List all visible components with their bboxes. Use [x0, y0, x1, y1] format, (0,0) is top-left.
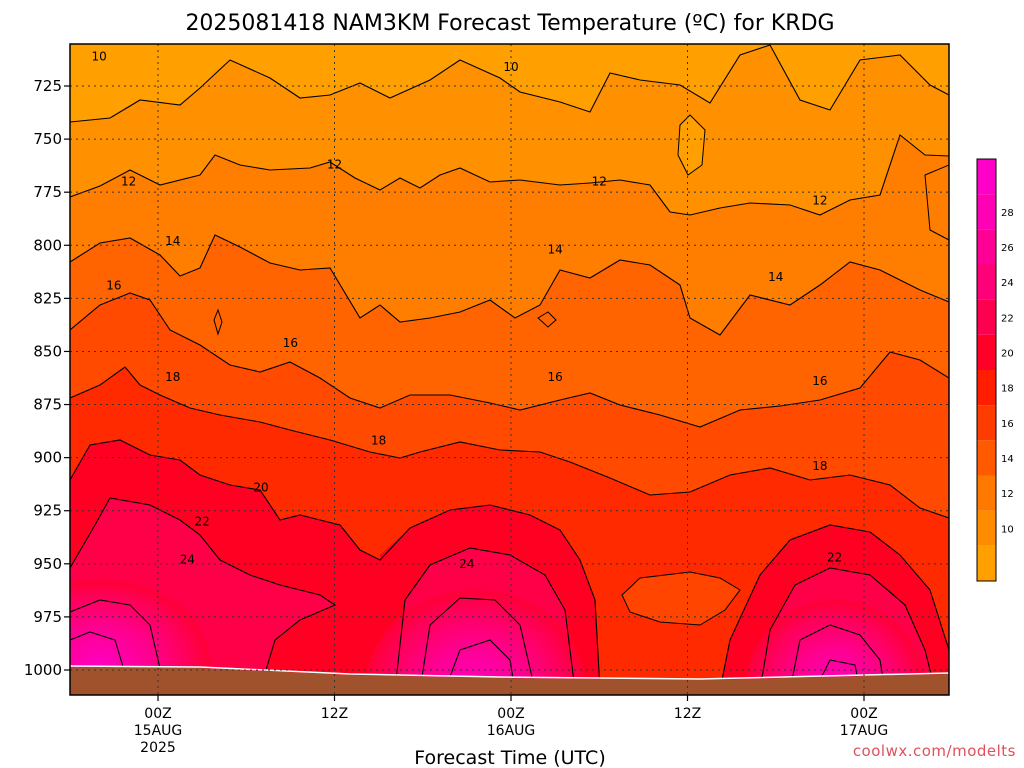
contour-label: 22	[194, 514, 209, 528]
colorbar-swatch	[977, 334, 996, 370]
colorbar-label: 10	[1001, 524, 1014, 535]
colorbar-swatch	[977, 475, 996, 511]
x-tick-date: 16AUG	[487, 723, 536, 739]
ground-edge	[70, 665, 949, 680]
contour-label: 16	[812, 374, 827, 388]
y-tick-label: 800	[33, 236, 62, 254]
colorbar-swatch	[977, 299, 996, 335]
x-tick-date: 17AUG	[840, 723, 889, 739]
plot-area	[70, 44, 949, 695]
colorbar-label: 14	[1001, 454, 1014, 465]
contour-label: 10	[503, 60, 518, 74]
y-tick-label: 1000	[24, 661, 62, 679]
y-tick-label: 725	[33, 77, 62, 95]
x-tick-label: 12Z	[321, 706, 348, 722]
contour-label: 12	[812, 194, 827, 208]
contour-label: 24	[459, 557, 474, 571]
y-tick-label: 925	[33, 502, 62, 520]
y-tick-label: 900	[33, 449, 62, 467]
colorbar-label: 26	[1001, 243, 1014, 254]
y-tick-label: 975	[33, 608, 62, 626]
contour-label: 14	[165, 234, 180, 248]
plot-frame	[69, 43, 950, 696]
contour-label: 24	[180, 553, 195, 567]
contour-label: 12	[121, 175, 136, 189]
x-tick-label: 12Z	[674, 706, 701, 722]
y-tick-label: 875	[33, 396, 62, 414]
colorbar-label: 16	[1001, 419, 1014, 430]
y-axis: 725 750 775 800 825 850 875 900 925 950 975 1000	[24, 77, 70, 679]
contour-label: 18	[165, 370, 180, 384]
x-tick-year: 2025	[140, 740, 176, 756]
colorbar: 10 12 14 16 18 20 22 24 26 28	[976, 158, 1014, 582]
contour-label: 16	[547, 370, 562, 384]
cool-spot-2	[537, 311, 557, 328]
contour-label: 16	[106, 279, 121, 293]
y-tick-label: 825	[33, 289, 62, 307]
contour-label: 12	[327, 158, 342, 172]
colorbar-label: 12	[1001, 489, 1014, 500]
cool-pocket	[621, 571, 741, 626]
cool-spot-4	[924, 164, 949, 241]
colorbar-label: 20	[1001, 348, 1014, 359]
colorbar-swatch	[977, 159, 996, 195]
contour-label: 22	[827, 550, 842, 564]
contour-lines	[70, 44, 949, 691]
contour-label: 10	[92, 49, 107, 63]
x-tick-date: 15AUG	[134, 723, 183, 739]
y-tick-label: 850	[33, 342, 62, 360]
cool-spot-3	[213, 308, 223, 336]
credit-text: coolwx.com/modelts	[853, 742, 1016, 760]
colorbar-swatch	[977, 405, 996, 441]
colorbar-swatch	[977, 370, 996, 406]
colorbar-label: 18	[1001, 384, 1014, 395]
colorbar-swatch	[977, 545, 996, 581]
contour-label: 14	[768, 270, 783, 284]
grid-lines	[70, 44, 949, 695]
colorbar-label: 22	[1001, 313, 1014, 324]
x-tick-label: 00Z	[144, 706, 171, 722]
contour-label: 16	[283, 336, 298, 350]
contour-label: 18	[371, 434, 386, 448]
y-tick-label: 775	[33, 183, 62, 201]
colorbar-swatch	[977, 440, 996, 476]
colorbar-swatch	[977, 194, 996, 230]
y-tick-label: 750	[33, 130, 62, 148]
colorbar-swatch	[977, 229, 996, 265]
cool-spot-1	[677, 114, 706, 176]
colorbar-frame	[976, 158, 997, 582]
warm-core-right	[745, 600, 925, 695]
colorbar-swatch	[977, 264, 996, 300]
contour-label: 14	[547, 243, 562, 257]
chart-title: 2025081418 NAM3KM Forecast Temperature (…	[185, 11, 834, 36]
x-tick-label: 00Z	[850, 706, 877, 722]
contour-label: 12	[592, 175, 607, 189]
colorbar-label: 28	[1001, 208, 1014, 219]
contour-label: 18	[812, 459, 827, 473]
colorbar-label: 24	[1001, 278, 1014, 289]
contour-labels: 10 10 12 12 12 12 14 14 14 16 16 16 16 18 18 18 20 22 22 24…	[92, 49, 843, 571]
ground-surface	[70, 667, 949, 695]
y-tick-label: 950	[33, 555, 62, 573]
x-tick-label: 00Z	[497, 706, 524, 722]
contour-label: 20	[253, 480, 268, 494]
x-axis-label: Forecast Time (UTC)	[414, 747, 605, 768]
colorbar-swatch	[977, 510, 996, 546]
